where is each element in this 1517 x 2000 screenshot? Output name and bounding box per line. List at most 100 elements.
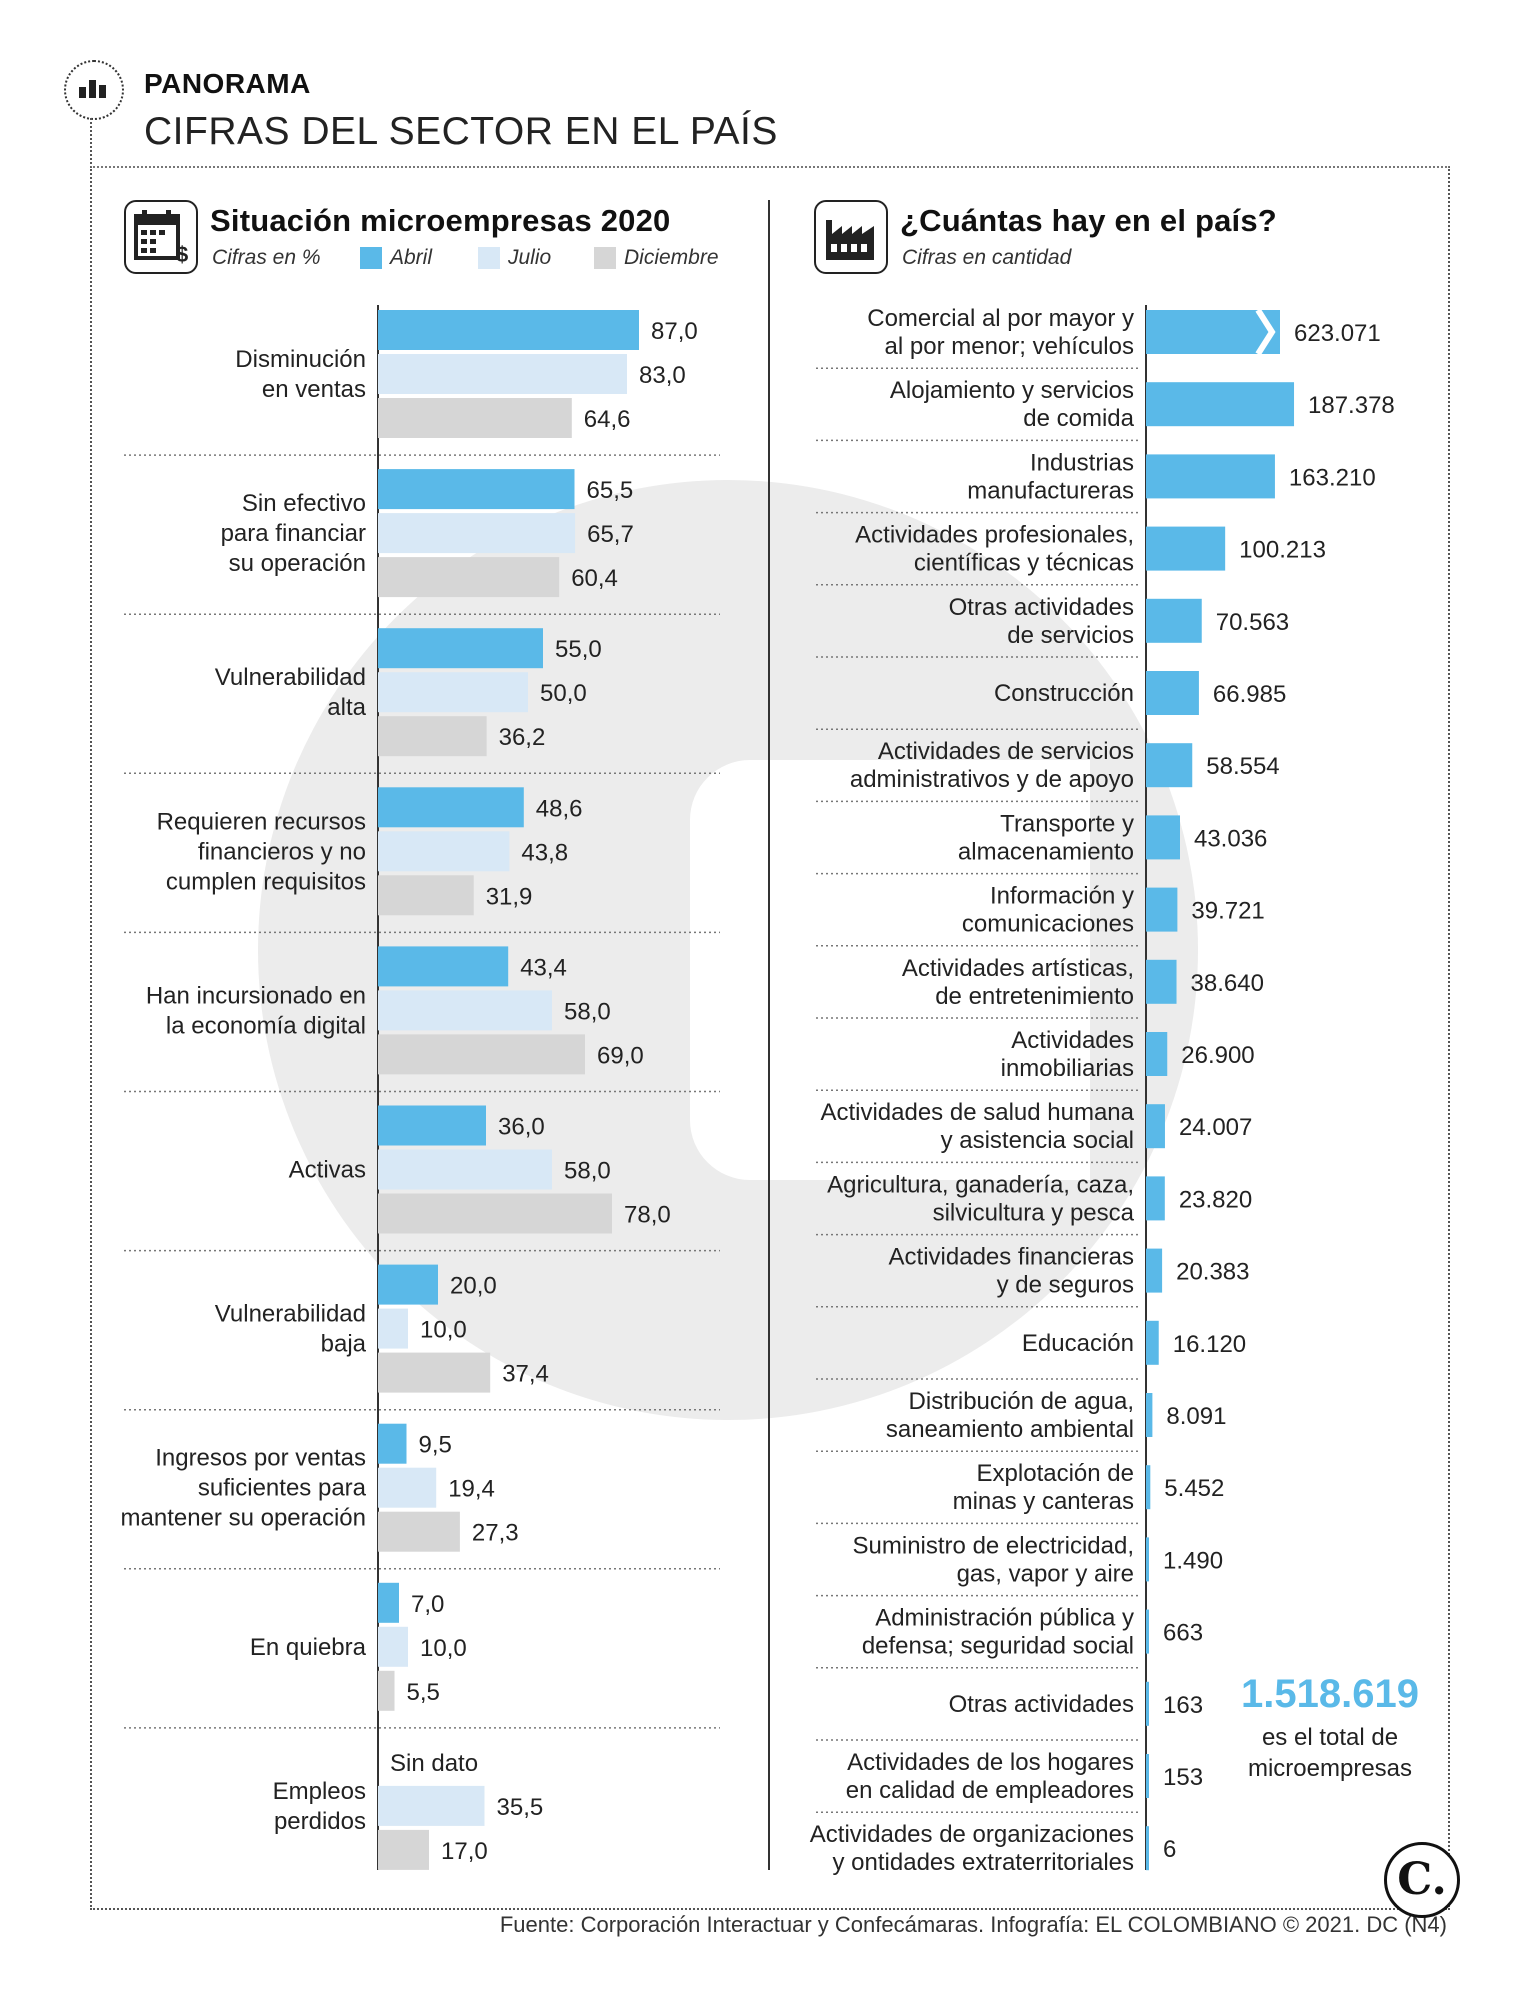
sector-label-21-0: Actividades de organizaciones [810, 1821, 1134, 1848]
sector-label-2-0: Industrias [1030, 449, 1134, 476]
chart-bars-icon [64, 60, 124, 120]
value-label-abril-5: 36,0 [498, 1114, 545, 1141]
bar-julio-8 [378, 1626, 408, 1667]
sector-label-1-1: de comida [1023, 405, 1134, 432]
bar-abril-4 [378, 946, 509, 987]
bar-julio-6 [378, 1308, 408, 1349]
bar-abril-0 [378, 310, 639, 350]
sector-label-2-1: manufactureras [967, 477, 1134, 504]
value-label-diciembre-9: 17,0 [441, 1838, 488, 1865]
right-panel-title: ¿Cuántas hay en el país? [900, 203, 1277, 238]
sector-label-11-1: y asistencia social [941, 1127, 1134, 1154]
value-label-julio-0: 83,0 [639, 362, 686, 389]
bar-diciembre-7 [378, 1511, 460, 1552]
sector-label-16-1: minas y canteras [953, 1488, 1134, 1515]
count-value-10: 26.900 [1181, 1042, 1254, 1069]
sector-label-17-0: Suministro de electricidad, [853, 1532, 1134, 1559]
category-label-9-0: Empleos [273, 1778, 366, 1805]
count-value-21: 6 [1163, 1836, 1176, 1863]
sector-label-15-0: Distribución de agua, [909, 1388, 1134, 1415]
sector-label-6-1: administrativos y de apoyo [850, 766, 1134, 793]
count-value-1: 187.378 [1308, 392, 1395, 419]
sector-label-20-0: Actividades de los hogares [847, 1749, 1134, 1776]
count-value-0: 623.071 [1294, 320, 1381, 347]
count-bar-2 [1146, 454, 1275, 499]
value-label-julio-1: 65,7 [587, 521, 634, 548]
sector-label-0-1: al por menor; vehículos [885, 333, 1134, 360]
bar-julio-7 [378, 1467, 437, 1508]
source-credit: Fuente: Corporación Interactuar y Confec… [499, 1912, 1447, 1937]
bar-diciembre-5 [378, 1193, 612, 1234]
category-label-7-2: mantener su operación [121, 1505, 366, 1532]
category-label-1-2: su operación [229, 550, 366, 577]
calendar-dollar-icon: $ [124, 200, 198, 274]
count-bar-16 [1146, 1465, 1151, 1510]
count-bar-20 [1146, 1754, 1149, 1798]
bar-diciembre-2 [378, 716, 487, 757]
sector-label-12-1: silvicultura y pesca [933, 1199, 1135, 1226]
value-label-abril-8: 7,0 [411, 1591, 444, 1618]
count-bar-17 [1146, 1537, 1149, 1582]
count-bar-9 [1146, 959, 1177, 1004]
value-label-julio-4: 58,0 [564, 998, 611, 1025]
count-bar-5 [1146, 671, 1199, 715]
sector-label-16-0: Explotación de [977, 1460, 1134, 1487]
count-bar-19 [1146, 1681, 1149, 1726]
legend-swatch-abril [360, 247, 382, 269]
legend-julio: Julio [478, 246, 551, 270]
count-bar-7 [1146, 815, 1180, 860]
bar-diciembre-9 [378, 1829, 429, 1870]
legend-swatch-diciembre [594, 247, 616, 269]
sector-label-4-0: Otras actividades [949, 594, 1134, 621]
legend-label-julio: Julio [508, 246, 552, 269]
count-value-16: 5.452 [1164, 1475, 1224, 1502]
category-label-3-0: Requieren recursos [157, 808, 366, 835]
category-label-2-0: Vulnerabilidad [215, 664, 366, 691]
count-value-9: 38.640 [1191, 970, 1264, 997]
value-label-abril-6: 20,0 [450, 1273, 497, 1300]
count-value-3: 100.213 [1239, 537, 1326, 564]
sector-label-18-0: Administración pública y [875, 1605, 1134, 1632]
category-label-6-1: baja [321, 1331, 367, 1358]
count-value-8: 39.721 [1191, 898, 1264, 925]
count-bar-1 [1146, 382, 1295, 427]
factory-icon [814, 200, 888, 274]
watermark-cutout [690, 760, 1090, 1180]
total-caption-line-1: es el total de [1261, 1724, 1399, 1751]
count-bar-3 [1146, 526, 1226, 571]
bar-julio-9 [378, 1785, 485, 1826]
sector-label-1-0: Alojamiento y servicios [890, 377, 1134, 404]
count-value-17: 1.490 [1163, 1547, 1223, 1574]
sector-label-8-1: comunicaciones [962, 911, 1134, 938]
value-label-diciembre-5: 78,0 [624, 1202, 671, 1229]
count-bar-18 [1146, 1609, 1149, 1654]
category-label-0-1: en ventas [262, 376, 366, 403]
sector-label-7-0: Transporte y [1000, 810, 1134, 837]
sector-label-11-0: Actividades de salud humana [820, 1099, 1134, 1126]
count-value-18: 663 [1163, 1620, 1203, 1647]
value-label-julio-6: 10,0 [420, 1317, 467, 1344]
value-label-diciembre-1: 60,4 [571, 565, 618, 592]
value-label-diciembre-3: 31,9 [486, 883, 533, 910]
page-headline: CIFRAS DEL SECTOR EN EL PAÍS [144, 110, 778, 153]
category-label-2-1: alta [327, 694, 366, 721]
category-label-5-0: Activas [289, 1157, 366, 1184]
value-label-abril-4: 43,4 [520, 954, 567, 981]
bar-diciembre-6 [378, 1352, 491, 1393]
count-value-11: 24.007 [1179, 1114, 1252, 1141]
sector-label-3-0: Actividades profesionales, [855, 522, 1134, 549]
count-value-7: 43.036 [1194, 825, 1267, 852]
category-label-7-1: suficientes para [198, 1475, 367, 1502]
count-value-12: 23.820 [1179, 1186, 1252, 1213]
legend-label-diciembre: Diciembre [624, 246, 719, 269]
count-bar-8 [1146, 887, 1178, 932]
count-value-19: 163 [1163, 1692, 1203, 1719]
right-panel-subtitle: Cifras en cantidad [902, 246, 1072, 269]
legend-abril: Abril [360, 246, 432, 270]
bar-abril-8 [378, 1582, 399, 1623]
value-label-abril-1: 65,5 [587, 477, 634, 504]
count-value-15: 8.091 [1166, 1403, 1226, 1430]
bar-abril-2 [378, 628, 543, 669]
value-label-diciembre-0: 64,6 [584, 406, 631, 433]
